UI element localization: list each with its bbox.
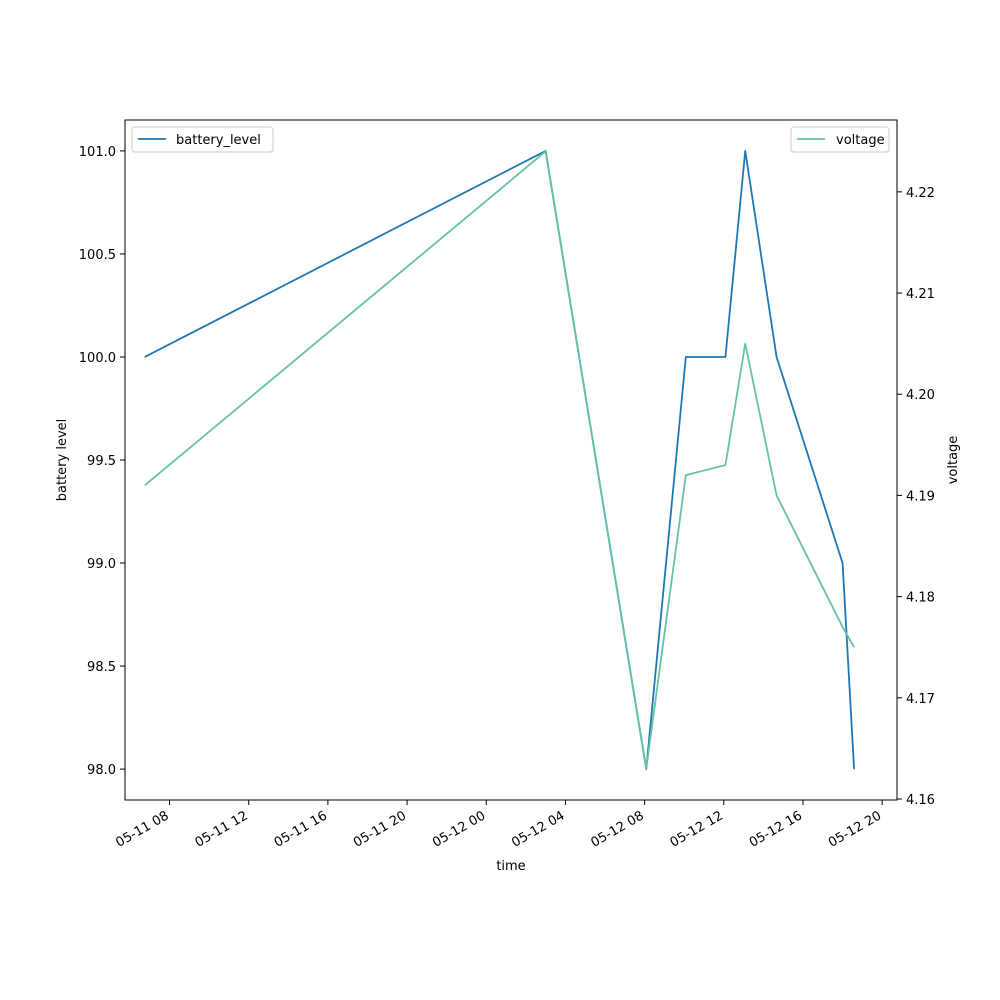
x-tick-label: 05-12 16 bbox=[747, 808, 805, 850]
y-right-tick-label: 4.18 bbox=[906, 591, 935, 606]
x-tick-label: 05-12 08 bbox=[588, 808, 646, 850]
y-right-tick-label: 4.17 bbox=[906, 692, 935, 707]
x-axis-label: time bbox=[496, 859, 525, 874]
x-tick-label: 05-12 12 bbox=[668, 808, 726, 850]
y-right-tick-label: 4.21 bbox=[906, 287, 935, 302]
legend-voltage: voltage bbox=[790, 126, 890, 153]
y-left-tick-label: 99.5 bbox=[87, 454, 116, 469]
legend-battery-level-label: battery_level bbox=[176, 133, 261, 148]
y-right-axis-label: voltage bbox=[946, 436, 961, 485]
y-right-tick-label: 4.19 bbox=[906, 489, 935, 504]
y-left-tick-label: 98.0 bbox=[87, 763, 116, 778]
x-tick-label: 05-11 20 bbox=[351, 808, 409, 850]
legend-battery-level: battery_level bbox=[131, 126, 274, 153]
legend-voltage-label: voltage bbox=[836, 133, 885, 148]
x-tick-label: 05-11 16 bbox=[272, 808, 330, 850]
series-line-voltage bbox=[144, 150, 855, 770]
y-left-axis-label: battery level bbox=[55, 419, 70, 502]
plot-area bbox=[125, 120, 897, 800]
y-right-tick-label: 4.16 bbox=[906, 793, 935, 808]
y-left-tick-label: 98.5 bbox=[87, 660, 116, 675]
y-left-tick-label: 101.0 bbox=[79, 145, 116, 160]
y-left-tick-label: 100.5 bbox=[79, 248, 116, 263]
x-tick-label: 05-12 00 bbox=[430, 808, 488, 850]
x-tick-label: 05-12 20 bbox=[826, 808, 884, 850]
x-tick-label: 05-11 08 bbox=[113, 808, 171, 850]
x-tick-label: 05-11 12 bbox=[193, 808, 251, 850]
y-right-tick-label: 4.22 bbox=[906, 186, 935, 201]
y-left-tick-label: 100.0 bbox=[79, 351, 116, 366]
x-tick-label: 05-12 04 bbox=[509, 808, 567, 850]
y-right-tick-label: 4.20 bbox=[906, 388, 935, 403]
y-left-tick-label: 99.0 bbox=[87, 557, 116, 572]
